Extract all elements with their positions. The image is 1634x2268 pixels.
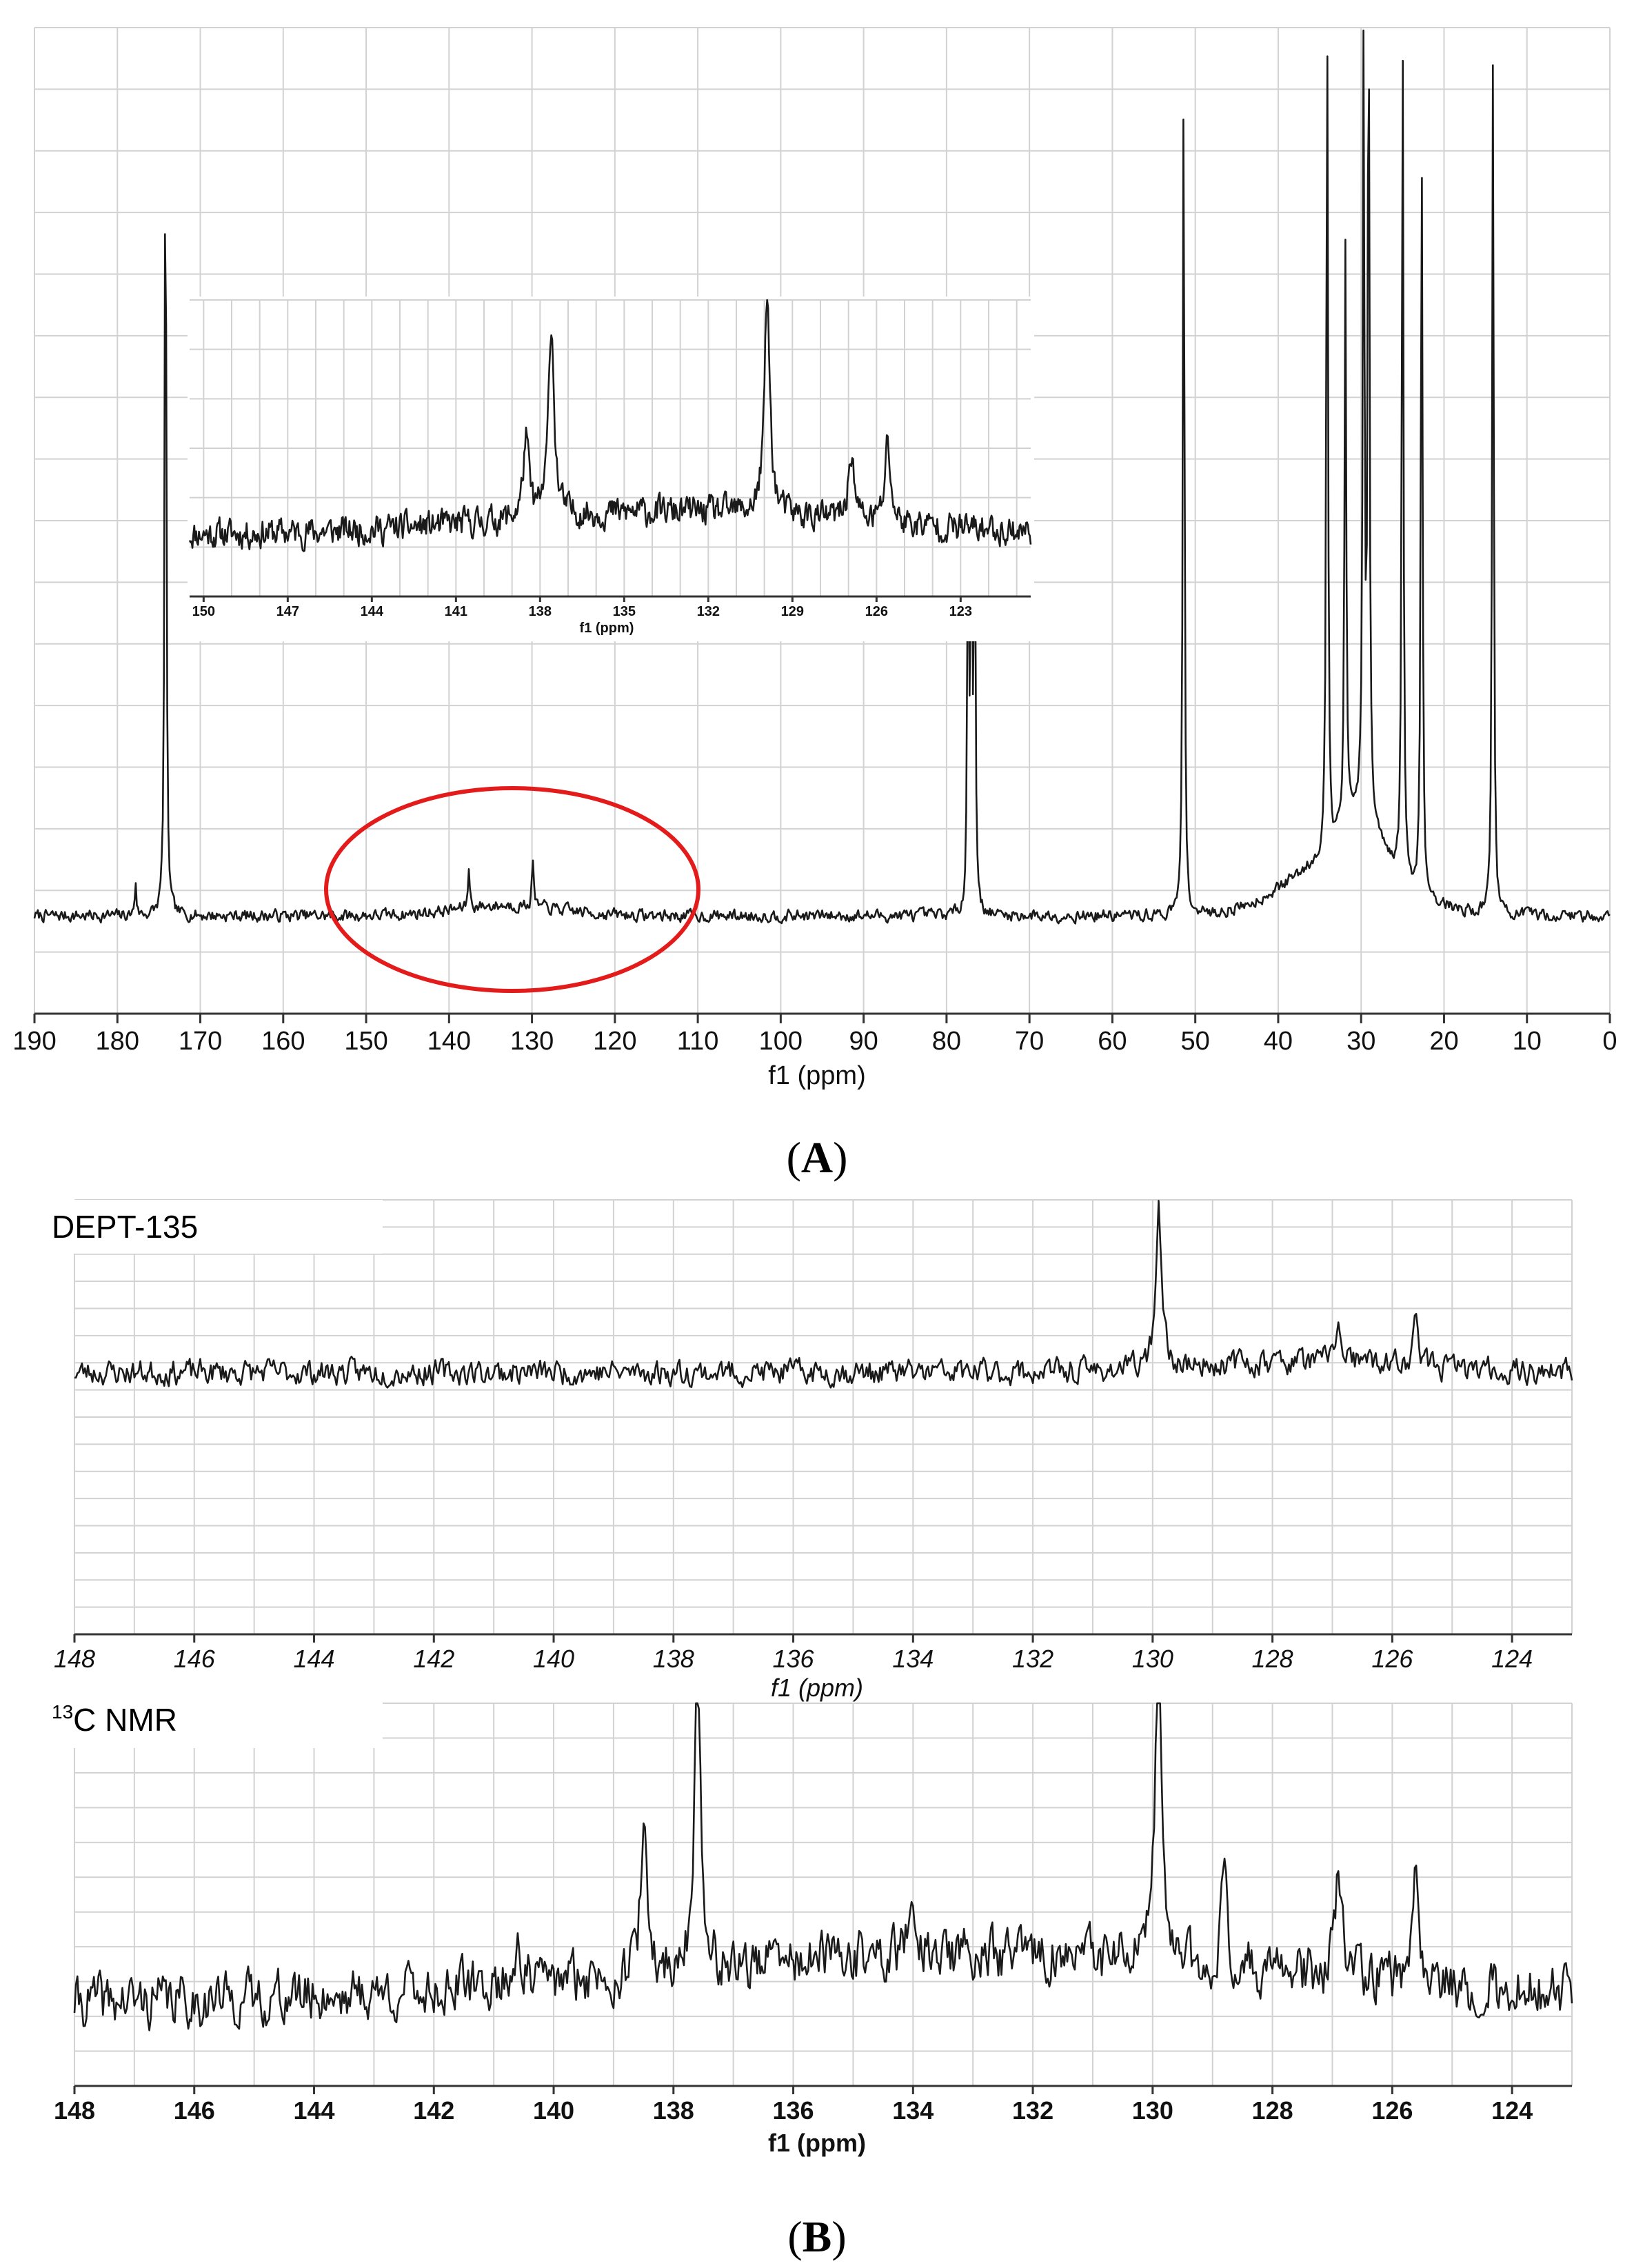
panel-label-b: (B) — [787, 2212, 846, 2261]
x-tick-label: 130 — [1132, 2096, 1173, 2125]
x-tick-label: 126 — [865, 604, 888, 619]
x-tick-label: 132 — [697, 604, 720, 619]
x-tick-label: 132 — [1012, 2096, 1053, 2125]
x-tick-label: 140 — [427, 1027, 471, 1056]
x-tick-label: 136 — [773, 2096, 814, 2125]
x-tick-label: 124 — [1491, 2096, 1533, 2125]
x-tick-label: 128 — [1252, 2096, 1293, 2125]
x-tick-label: 110 — [677, 1027, 719, 1056]
c13-label-box — [41, 1700, 383, 1748]
x-tick-label: 40 — [1264, 1027, 1293, 1056]
x-tick-label: 120 — [593, 1027, 636, 1056]
x-tick-label: 150 — [344, 1027, 387, 1056]
x-tick-label: 0 — [1602, 1027, 1617, 1056]
x-tick-label: 138 — [529, 604, 552, 619]
x-tick-label: 144 — [293, 1645, 334, 1673]
x-tick-label: 90 — [849, 1027, 878, 1056]
x-tick-label: 130 — [1132, 1645, 1173, 1673]
x-tick-label: 190 — [12, 1027, 56, 1056]
x-tick-label: 140 — [533, 1645, 574, 1673]
x-tick-label: 160 — [261, 1027, 305, 1056]
c13-plot-area — [74, 1703, 1572, 2089]
chart-a-inset: 150 147 144 141 138 135 132 129 126 123 f1 (ppm) — [188, 297, 1034, 641]
x-tick-label: 135 — [613, 604, 636, 619]
x-axis-title: f1 (ppm) — [771, 1674, 863, 1702]
x-tick-label: 180 — [96, 1027, 139, 1056]
spectrum-trace — [74, 1200, 1573, 1389]
dept-label-box — [41, 1200, 383, 1254]
x-tick-label: 126 — [1371, 2096, 1413, 2125]
x-tick-label: 80 — [932, 1027, 961, 1056]
x-tick-label: 147 — [276, 604, 299, 619]
x-tick-label: 148 — [54, 2096, 95, 2125]
x-axis-title: f1 (ppm) — [768, 2129, 866, 2157]
x-tick-label: 146 — [174, 1645, 216, 1673]
x-tick-label: 140 — [533, 2096, 574, 2125]
x-tick-label: 144 — [361, 604, 384, 619]
x-tick-label: 30 — [1346, 1027, 1375, 1056]
highlight-ellipse — [324, 786, 700, 993]
x-axis-title: f1 (ppm) — [768, 1061, 865, 1090]
c13-series-label: 13C NMR — [52, 1701, 177, 1738]
spectrum-trace — [33, 29, 1611, 925]
x-tick-label: 134 — [892, 1645, 934, 1673]
x-tick-label: 129 — [781, 604, 804, 619]
x-axis-title: f1 (ppm) — [580, 621, 634, 636]
x-tick-label: 170 — [179, 1027, 222, 1056]
chart-b-dept135: 148 146 144 142 140 138 136 134 132 130 128 126 124 f… — [41, 1199, 1573, 1702]
chart-b-13c-nmr: 148 146 144 142 140 138 136 134 132 130 128 126 124 f… — [41, 1700, 1573, 2157]
x-tick-label: 10 — [1513, 1027, 1542, 1056]
x-tick-label: 148 — [54, 1645, 95, 1673]
spectrum-trace — [73, 1702, 1573, 2031]
spectrum-trace — [188, 299, 1032, 552]
inset-background — [188, 297, 1034, 641]
x-tick-label: 142 — [413, 1645, 454, 1673]
x-tick-label: 128 — [1252, 1645, 1293, 1673]
x-tick-label: 150 — [192, 604, 215, 619]
x-tick-label: 141 — [445, 604, 467, 619]
x-tick-label: 138 — [653, 1645, 694, 1673]
dept-series-label: DEPT-135 — [52, 1209, 198, 1245]
x-tick-label: 142 — [413, 2096, 454, 2125]
x-tick-label: 146 — [174, 2096, 215, 2125]
panel-label-a: (A) — [787, 1133, 848, 1182]
x-tick-label: 132 — [1012, 1645, 1053, 1673]
x-tick-label: 60 — [1098, 1027, 1127, 1056]
x-tick-label: 70 — [1015, 1027, 1044, 1056]
x-tick-label: 100 — [759, 1027, 803, 1056]
x-tick-label: 138 — [653, 2096, 694, 2125]
x-tick-label: 124 — [1491, 1645, 1533, 1673]
x-tick-label: 134 — [892, 2096, 934, 2125]
x-tick-label: 50 — [1181, 1027, 1210, 1056]
x-tick-label: 136 — [773, 1645, 815, 1673]
x-tick-label: 20 — [1429, 1027, 1458, 1056]
x-tick-label: 126 — [1371, 1645, 1413, 1673]
x-tick-label: 123 — [949, 604, 972, 619]
x-tick-label: 130 — [510, 1027, 554, 1056]
x-tick-label: 144 — [293, 2096, 334, 2125]
